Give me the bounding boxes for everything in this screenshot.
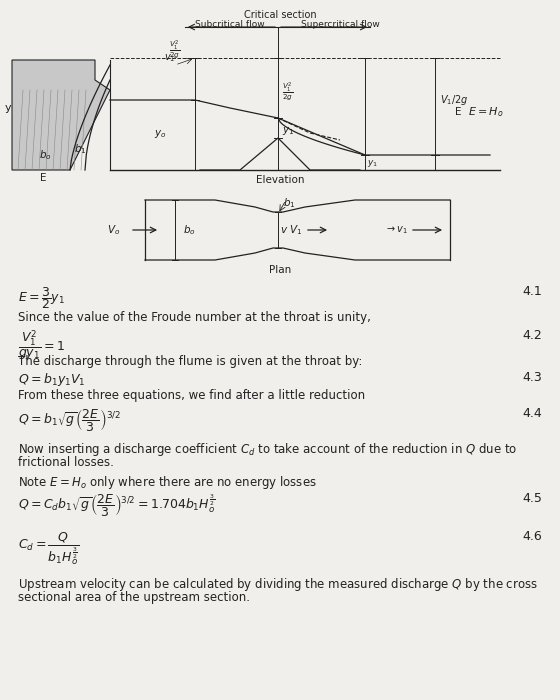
Text: E: E [40, 173, 46, 183]
Text: The discharge through the flume is given at the throat by:: The discharge through the flume is given… [18, 355, 362, 368]
Text: $E = H_o$: $E = H_o$ [468, 105, 503, 119]
Text: Note $E = H_o$ only where there are no energy losses: Note $E = H_o$ only where there are no e… [18, 474, 317, 491]
Text: 4.6: 4.6 [522, 530, 542, 543]
Text: $b_o$: $b_o$ [39, 148, 52, 162]
Text: $E = \dfrac{3}{2}y_1$: $E = \dfrac{3}{2}y_1$ [18, 285, 65, 311]
Text: $\frac{V_1^2}{2g}$: $\frac{V_1^2}{2g}$ [169, 38, 181, 61]
Text: $\dfrac{V_1^2}{gy_1} = 1$: $\dfrac{V_1^2}{gy_1} = 1$ [18, 329, 65, 363]
Text: 4.1: 4.1 [522, 285, 542, 298]
Text: $C_d = \dfrac{Q}{b_1 H_o^{\frac{3}{2}}}$: $C_d = \dfrac{Q}{b_1 H_o^{\frac{3}{2}}}$ [18, 530, 80, 567]
Text: $v\ V_1$: $v\ V_1$ [281, 223, 303, 237]
Text: E: E [455, 107, 461, 117]
Text: $V_1/2g$: $V_1/2g$ [440, 93, 468, 107]
Text: $\rightarrow v_1$: $\rightarrow v_1$ [385, 224, 408, 236]
Text: 4.5: 4.5 [522, 492, 542, 505]
Text: $y_1$: $y_1$ [367, 158, 378, 169]
Text: $b_o$: $b_o$ [183, 223, 195, 237]
Text: $y_1$: $y_1$ [282, 125, 295, 137]
Text: Now inserting a discharge coefficient $C_d$ to take account of the reduction in : Now inserting a discharge coefficient $C… [18, 441, 517, 458]
Text: frictional losses.: frictional losses. [18, 456, 114, 469]
Text: $b_1$: $b_1$ [283, 196, 296, 210]
Text: 4.2: 4.2 [522, 329, 542, 342]
Text: 4.3: 4.3 [522, 371, 542, 384]
Text: $Q = C_d b_1\sqrt{g}\left(\dfrac{2E}{3}\right)^{3/2} = 1.704b_1 H_o^{\frac{3}{2}: $Q = C_d b_1\sqrt{g}\left(\dfrac{2E}{3}\… [18, 492, 215, 518]
Text: $V_o$: $V_o$ [107, 223, 120, 237]
Text: $y_o$: $y_o$ [154, 128, 166, 140]
Text: From these three equations, we find after a little reduction: From these three equations, we find afte… [18, 389, 365, 402]
Text: y: y [4, 103, 11, 113]
Text: Plan: Plan [269, 265, 291, 275]
Polygon shape [12, 60, 110, 170]
Text: sectional area of the upstream section.: sectional area of the upstream section. [18, 591, 250, 604]
Text: Critical section: Critical section [244, 10, 316, 20]
Text: $Q = b_1\sqrt{g}\left(\dfrac{2E}{3}\right)^{3/2}$: $Q = b_1\sqrt{g}\left(\dfrac{2E}{3}\righ… [18, 407, 121, 433]
Text: Elevation: Elevation [256, 175, 304, 185]
Text: $Q = b_1 y_1 V_1$: $Q = b_1 y_1 V_1$ [18, 371, 86, 388]
Text: Upstream velocity can be calculated by dividing the measured discharge $Q$ by th: Upstream velocity can be calculated by d… [18, 576, 538, 593]
Text: Since the value of the Froude number at the throat is unity,: Since the value of the Froude number at … [18, 311, 371, 324]
Text: $v_1$: $v_1$ [164, 52, 175, 64]
Text: $b_1$: $b_1$ [74, 142, 86, 156]
Text: Supercritical flow: Supercritical flow [301, 20, 379, 29]
Text: Subcritical flow: Subcritical flow [195, 20, 265, 29]
Text: 4.4: 4.4 [522, 407, 542, 420]
Text: $\frac{V_1^2}{2g}$: $\frac{V_1^2}{2g}$ [282, 80, 293, 103]
